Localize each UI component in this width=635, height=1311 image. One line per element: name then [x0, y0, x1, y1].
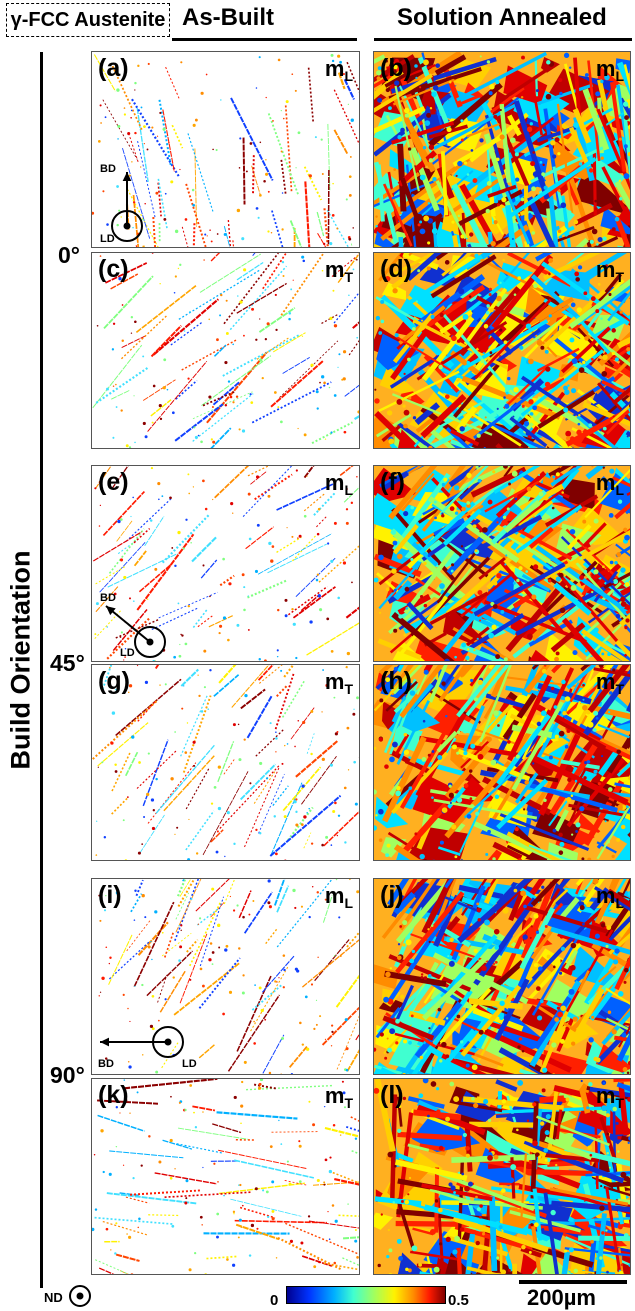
schmid-factor-subscript: T	[344, 681, 353, 697]
schmid-factor-label-l: mT	[596, 1083, 624, 1111]
orientation-axis-line	[40, 52, 43, 1288]
schmid-factor-subscript: L	[344, 482, 353, 498]
bd-ld-coordinate-icon: BD LD	[92, 989, 212, 1075]
nd-out-of-plane-icon	[68, 1284, 92, 1308]
angle-label-45: 45°	[50, 650, 85, 677]
schmid-factor-symbol: m	[596, 1083, 616, 1108]
panel-label-j: (j)	[380, 881, 404, 910]
panel-label-e: (e)	[98, 468, 129, 497]
micrograph-image-d	[374, 253, 631, 449]
schmid-factor-label-f: mL	[596, 470, 624, 498]
schmid-factor-label-b: mL	[596, 56, 624, 84]
micrograph-panel-f: (f) mL	[373, 465, 631, 662]
micrograph-panel-g: (g) mT	[91, 664, 360, 861]
schmid-factor-label-d: mT	[596, 257, 624, 285]
micrograph-panel-e: (e) mL BD LD	[91, 465, 360, 662]
panel-label-d: (d)	[380, 255, 412, 284]
micrograph-image-h	[374, 665, 631, 861]
schmid-factor-label-h: mT	[596, 669, 624, 697]
colorbar-max-label: 0.5	[448, 1292, 469, 1309]
micrograph-image-k	[92, 1079, 360, 1275]
ld-label: LD	[182, 1058, 197, 1070]
column-underline-left	[172, 38, 357, 41]
phase-tag: γ-FCC Austenite	[6, 3, 170, 37]
schmid-factor-symbol: m	[596, 257, 616, 282]
micrograph-panel-k: (k) mT	[91, 1078, 360, 1275]
ld-label: LD	[100, 233, 115, 245]
panel-label-h: (h)	[380, 667, 412, 696]
bd-label: BD	[100, 592, 116, 604]
angle-label-90: 90°	[50, 1062, 85, 1089]
colorbar	[286, 1286, 446, 1304]
schmid-factor-subscript: L	[344, 68, 353, 84]
schmid-factor-symbol: m	[325, 883, 345, 908]
schmid-factor-label-e: mL	[325, 470, 353, 498]
panel-label-b: (b)	[380, 54, 412, 83]
schmid-factor-symbol: m	[325, 470, 345, 495]
schmid-factor-subscript: L	[615, 68, 624, 84]
schmid-factor-symbol: m	[325, 669, 345, 694]
scale-bar	[519, 1280, 627, 1284]
colorbar-min-label: 0	[270, 1292, 278, 1309]
schmid-factor-subscript: T	[615, 269, 624, 285]
scale-bar-label: 200µm	[527, 1285, 596, 1311]
panel-label-g: (g)	[98, 667, 130, 696]
micrograph-image-c	[92, 253, 360, 449]
schmid-factor-label-g: mT	[325, 669, 353, 697]
schmid-factor-symbol: m	[596, 883, 616, 908]
micrograph-panel-d: (d) mT	[373, 252, 631, 449]
micrograph-panel-l: (l) mT	[373, 1078, 631, 1275]
micrograph-panel-i: (i) mL BD LD	[91, 878, 360, 1075]
micrograph-panel-b: (b) mL	[373, 51, 631, 248]
schmid-factor-subscript: L	[615, 482, 624, 498]
column-underline-right	[374, 38, 632, 41]
panel-label-k: (k)	[98, 1081, 129, 1110]
micrograph-panel-a: (a) mL BD LD	[91, 51, 360, 248]
micrograph-image-j	[374, 879, 631, 1075]
schmid-factor-label-c: mT	[325, 257, 353, 285]
panel-label-f: (f)	[380, 468, 405, 497]
schmid-factor-symbol: m	[596, 56, 616, 81]
panel-label-a: (a)	[98, 54, 129, 83]
panel-label-i: (i)	[98, 881, 122, 910]
schmid-factor-label-i: mL	[325, 883, 353, 911]
column-title-as-built: As-Built	[182, 4, 274, 32]
bd-label: BD	[98, 1058, 114, 1070]
column-title-solution-annealed: Solution Annealed	[397, 4, 607, 32]
schmid-factor-subscript: T	[615, 1095, 624, 1111]
schmid-factor-label-a: mL	[325, 56, 353, 84]
angle-label-0: 0°	[58, 242, 80, 269]
schmid-factor-symbol: m	[325, 56, 345, 81]
orientation-axis-title: Build Orientation	[6, 551, 37, 770]
schmid-factor-symbol: m	[596, 470, 616, 495]
schmid-factor-symbol: m	[325, 257, 345, 282]
schmid-factor-subscript: T	[344, 1095, 353, 1111]
schmid-factor-subscript: T	[344, 269, 353, 285]
nd-label: ND	[44, 1290, 63, 1305]
micrograph-image-f	[374, 466, 631, 662]
bd-label: BD	[100, 163, 116, 175]
panel-label-l: (l)	[380, 1081, 404, 1110]
schmid-factor-subscript: L	[344, 895, 353, 911]
panel-label-c: (c)	[98, 255, 129, 284]
bd-ld-coordinate-icon: BD LD	[92, 152, 212, 242]
schmid-factor-subscript: T	[615, 681, 624, 697]
bd-ld-coordinate-icon: BD LD	[92, 576, 212, 662]
ld-label: LD	[120, 647, 135, 659]
schmid-factor-symbol: m	[325, 1083, 345, 1108]
schmid-factor-label-k: mT	[325, 1083, 353, 1111]
schmid-factor-label-j: mL	[596, 883, 624, 911]
micrograph-panel-c: (c) mT	[91, 252, 360, 449]
micrograph-panel-j: (j) mL	[373, 878, 631, 1075]
micrograph-panel-h: (h) mT	[373, 664, 631, 861]
micrograph-image-g	[92, 665, 360, 861]
schmid-factor-subscript: L	[615, 895, 624, 911]
micrograph-image-b	[374, 52, 631, 248]
micrograph-image-l	[374, 1079, 631, 1275]
schmid-factor-symbol: m	[596, 669, 616, 694]
